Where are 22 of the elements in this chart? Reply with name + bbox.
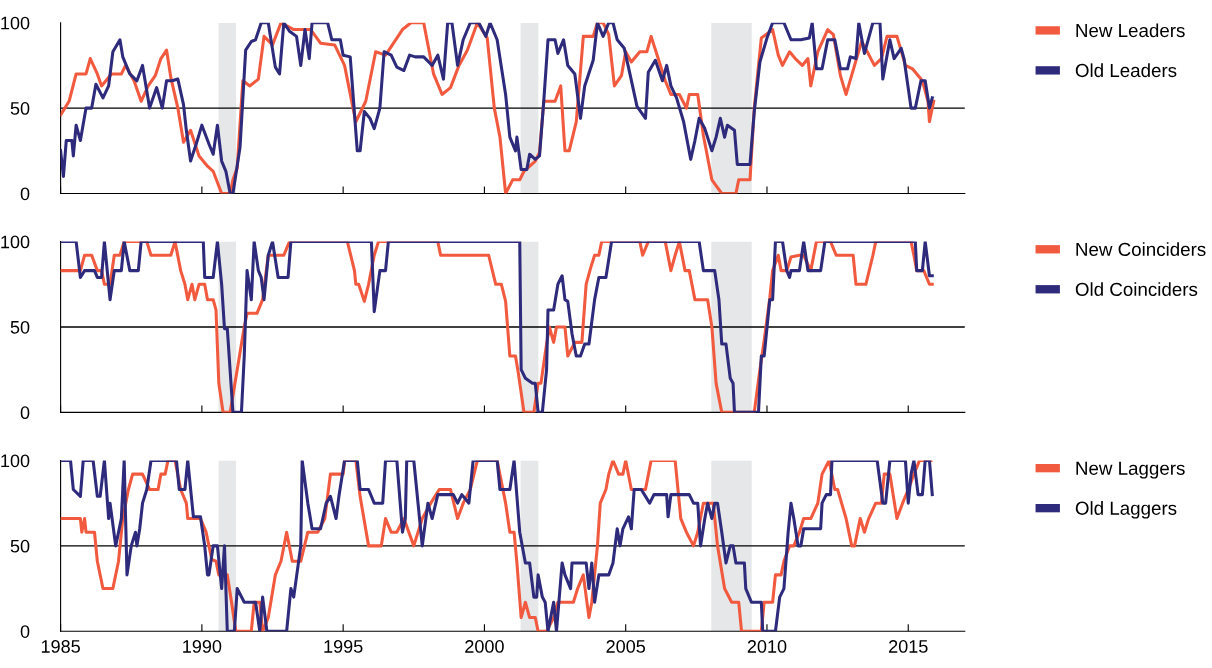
x-tick-label: 2005: [606, 640, 646, 653]
legend-label: New Leaders: [1076, 23, 1185, 38]
y-tick-label: 50: [10, 102, 30, 115]
legend-label: Old Coinciders: [1075, 282, 1198, 297]
x-tick-label: 2000: [465, 640, 504, 653]
legend-label: New Coinciders: [1076, 242, 1206, 257]
legend-label: New Laggers: [1076, 461, 1185, 479]
y-tick-label: 0: [20, 187, 30, 201]
legend-label: Old Laggers: [1075, 501, 1177, 519]
y-tick-label: 100: [1, 235, 30, 249]
x-tick-label: 1985: [41, 640, 80, 653]
y-tick-label: 0: [20, 625, 30, 638]
x-tick-label: 1990: [183, 640, 222, 653]
x-tick-label: 1995: [324, 640, 363, 653]
y-tick-label: 50: [10, 539, 30, 553]
legend-label: Old Leaders: [1075, 63, 1177, 78]
y-tick-label: 100: [1, 454, 30, 468]
y-tick-label: 50: [10, 320, 30, 334]
x-tick-label: 2015: [889, 640, 928, 653]
x-tick-label: 2010: [747, 640, 787, 653]
y-tick-label: 0: [20, 406, 30, 420]
y-tick-label: 100: [1, 16, 30, 30]
